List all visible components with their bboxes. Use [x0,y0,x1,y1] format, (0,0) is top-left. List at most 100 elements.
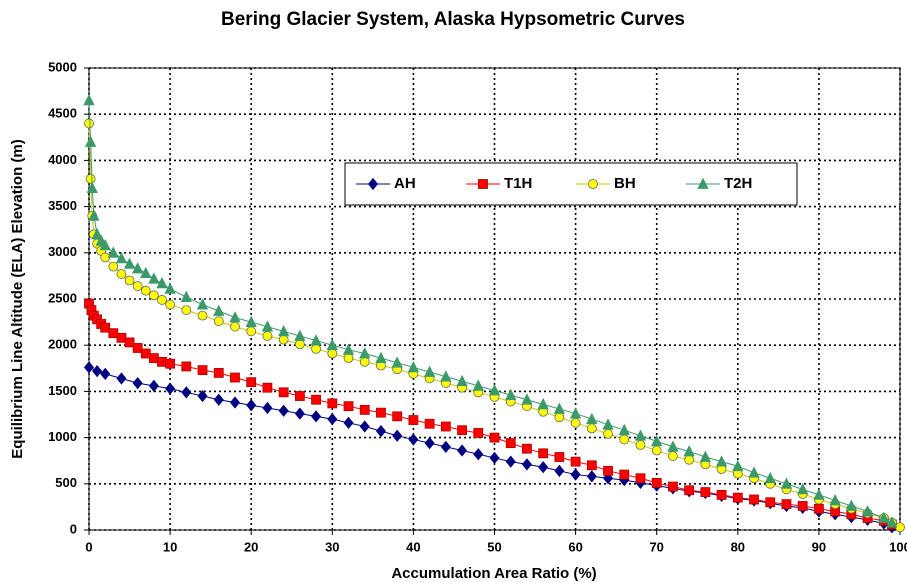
marker [91,227,103,240]
marker [140,266,152,279]
legend-label: BH [614,175,636,192]
marker [537,397,549,410]
marker [327,348,338,359]
marker [473,448,484,461]
marker [262,382,273,393]
marker [116,372,127,385]
marker [84,135,97,147]
marker [359,356,370,367]
legend-label: T1H [504,175,532,192]
legend-label: T2H [724,175,752,192]
marker [148,272,160,284]
marker [311,394,321,405]
y-tick-label: 3000 [48,244,77,259]
marker [845,499,857,511]
x-tick-label: 10 [163,539,177,554]
marker [570,468,581,481]
marker [861,505,874,517]
marker [635,473,646,484]
marker [164,282,176,294]
marker [408,433,419,446]
marker [342,343,355,355]
marker [715,455,728,467]
marker [619,469,630,480]
marker [88,209,100,221]
marker [181,361,192,372]
marker [148,290,159,301]
marker [116,332,127,343]
legend: AH T1H BH T2H [344,162,798,206]
marker [473,428,484,438]
marker [472,379,484,391]
marker [132,343,143,353]
marker [586,412,598,425]
marker [456,374,468,387]
marker [440,421,451,432]
series [84,298,897,530]
marker [229,311,241,323]
marker [327,412,338,426]
marker [505,455,516,468]
y-tick-label: 3500 [48,198,77,213]
marker [765,497,776,508]
marker [697,177,709,189]
marker [586,423,597,434]
marker [213,368,224,378]
marker [100,322,111,333]
marker [132,376,143,390]
marker [180,290,192,303]
marker [116,269,127,279]
marker [294,391,305,401]
marker [602,418,614,430]
marker [197,310,208,321]
marker [277,324,290,337]
marker [408,415,419,425]
marker [619,434,630,445]
marker [246,326,257,337]
marker [165,299,176,310]
marker [229,396,240,409]
marker [86,181,98,194]
marker [797,482,809,495]
marker [489,432,500,443]
marker [586,460,597,471]
marker [157,295,167,305]
marker [375,351,387,364]
marker [262,331,273,341]
marker [522,443,532,454]
marker [553,402,566,414]
marker [343,401,354,412]
marker [261,320,274,332]
marker [814,503,824,514]
marker [505,388,517,400]
marker [554,452,565,462]
marker [618,423,630,436]
marker [132,262,144,274]
marker [570,417,581,428]
marker [392,411,403,422]
marker [99,239,111,251]
marker [732,492,743,503]
marker [196,298,209,310]
marker [554,412,565,423]
marker [278,404,289,417]
marker [108,261,119,272]
marker [478,179,488,189]
marker [634,429,647,441]
marker [651,434,663,447]
marker [213,316,224,327]
marker [83,361,95,374]
marker [440,370,452,382]
marker [140,285,151,296]
marker [294,407,305,420]
marker [748,466,760,478]
marker [684,454,695,465]
marker [797,501,808,511]
x-tick-label: 0 [85,539,92,554]
marker [148,379,159,392]
marker [878,511,890,523]
marker [457,444,468,457]
marker [651,445,662,456]
marker [246,399,257,412]
marker [213,393,224,406]
